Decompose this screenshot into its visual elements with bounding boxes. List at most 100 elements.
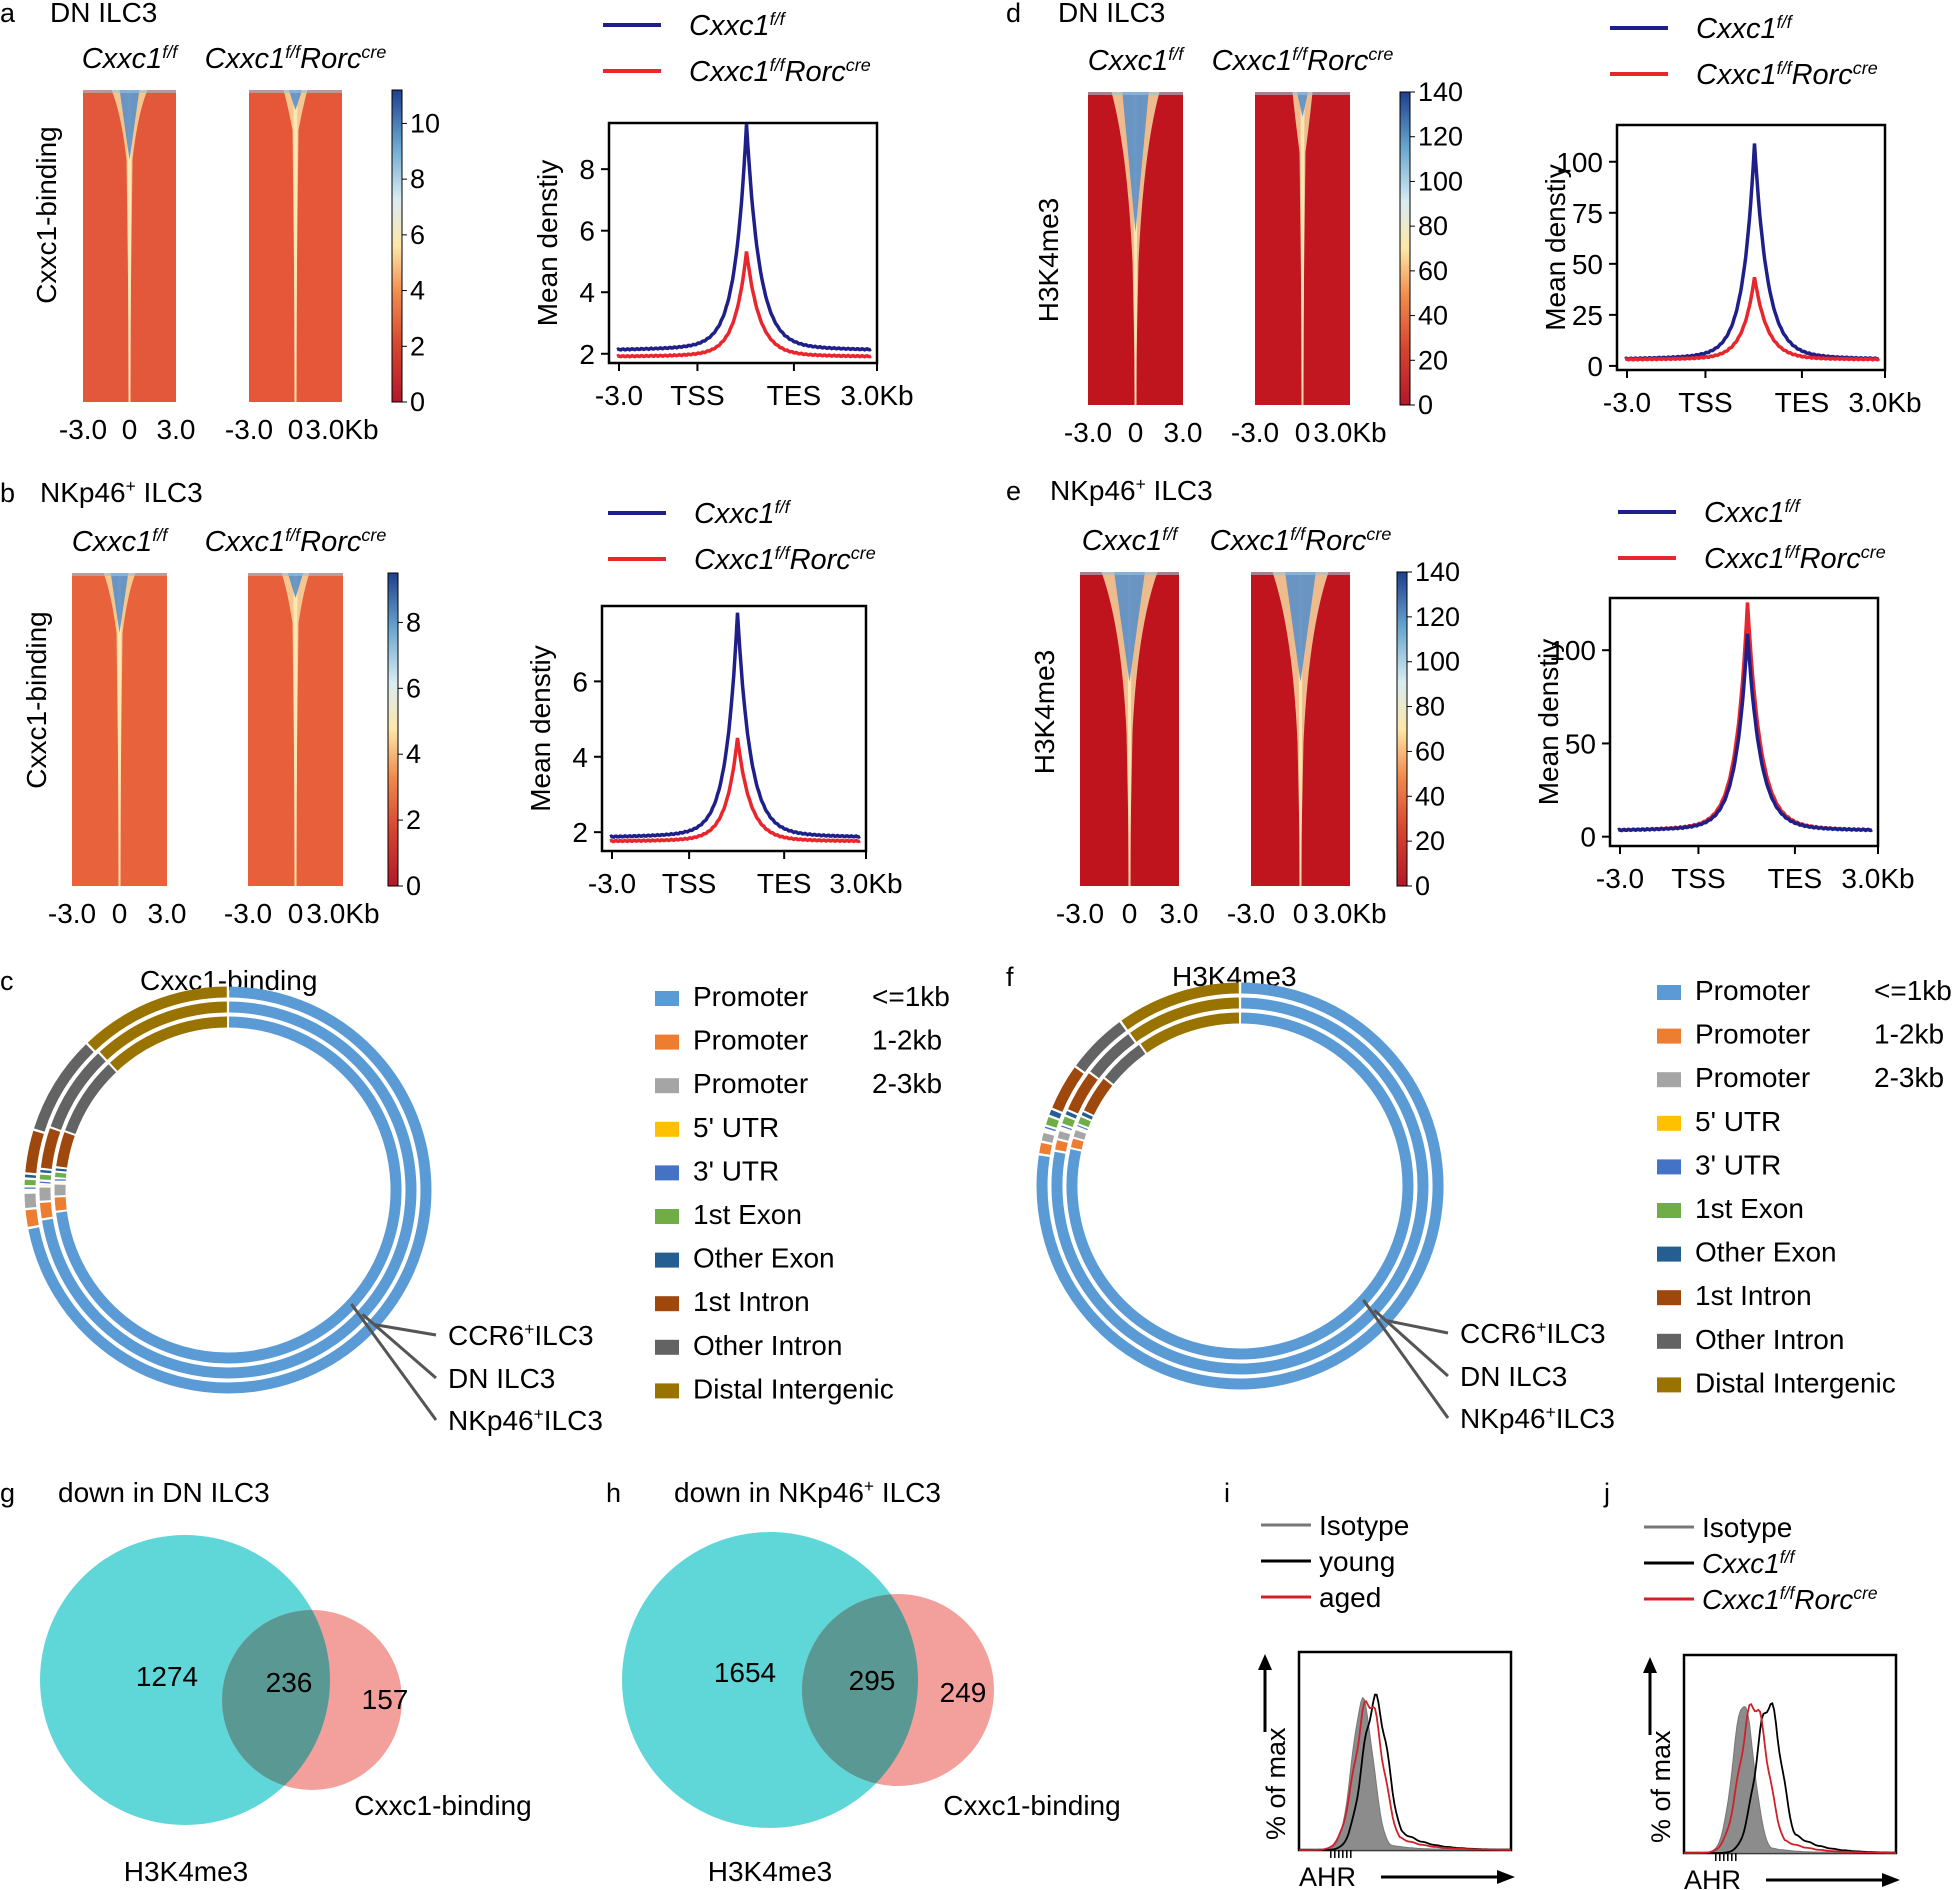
j-histogram-series-0 (1684, 1701, 1896, 1854)
a-heatmap-wt-core (127, 90, 132, 402)
j-histogram-xarrow-head (1882, 1873, 1900, 1887)
d-heatmap-xtick: 0 (1295, 417, 1311, 448)
d-heatmap-colorbar-tick-label: 120 (1418, 122, 1463, 152)
f-annotation-ring1-seg9 (1130, 997, 1239, 1042)
h-venn-left-value: 1654 (714, 1657, 776, 1688)
e-heatmap-xtick: -3.0 (1056, 898, 1104, 929)
e-heatmap-title-ko: Cxxc1f/fRorccre (1210, 524, 1392, 557)
b-heatmap-wt-top (72, 573, 167, 576)
e-heatmap-xtick: 0 (1293, 898, 1309, 929)
c-annotation-ring0-seg1 (25, 1209, 39, 1227)
f-legend-label-2: Promoter (1695, 1062, 1810, 1093)
j-histogram-frame (1682, 1653, 1898, 1855)
c-annotation-ring2-seg8 (65, 1064, 117, 1135)
a-heatmap-ko (249, 90, 342, 402)
d-profile-xtick-label: TSS (1678, 387, 1732, 418)
b-profile-legend-ko: Cxxc1f/fRorccre (694, 543, 876, 576)
d-heatmap-ko-blue (1297, 92, 1308, 117)
d-heatmap-title-ko: Cxxc1f/fRorccre (1212, 44, 1394, 77)
d-heatmap-colorbar-tick-label: 20 (1418, 345, 1448, 375)
a-profile-series-0 (616, 123, 872, 352)
panel-c-title: Cxxc1-binding (140, 965, 317, 996)
e-heatmap-colorbar-bar (1396, 571, 1408, 887)
d-profile-series-0 (1624, 143, 1880, 361)
c-legend-swatch-2 (655, 1078, 679, 1094)
e-heatmap-colorbar-tick-label: 40 (1415, 781, 1445, 811)
b-heatmap-ko-core (293, 573, 298, 886)
c-legend-extra-1: 1-2kb (872, 1025, 942, 1056)
c-legend-extra-0: <=1kb (872, 981, 950, 1012)
b-heatmap-colorbar-bar (387, 572, 399, 887)
c-legend-label-1: Promoter (693, 1025, 808, 1056)
b-profile-ytick-label: 4 (572, 742, 588, 773)
h-venn: 1654 295 249 H3K4me3 Cxxc1-binding (622, 1532, 1121, 1887)
d-profile-series-1 (1624, 277, 1880, 362)
c-annotation-ring0-seg0 (28, 986, 432, 1394)
d-profile-legend-wt: Cxxc1f/f (1696, 12, 1794, 45)
f-legend-extra-0: <=1kb (1874, 975, 1952, 1006)
e-heatmap-colorbar-tick-label: 140 (1415, 557, 1460, 587)
e-profile-series-1 (1617, 602, 1873, 833)
a-profile-ytick-label: 4 (579, 277, 595, 308)
i-histogram-xarrow-head (1497, 1870, 1515, 1884)
b-heatmap-wt-blue (110, 573, 129, 633)
f-annotation-ring1-seg1 (1055, 1140, 1068, 1152)
j-histogram-xlabel: AHR (1684, 1865, 1741, 1890)
e-heatmap-colorbar-tick-label: 100 (1415, 647, 1460, 677)
i-histogram-ylabel: % of max (1261, 1727, 1291, 1840)
b-profile-xtick-label: TSS (662, 868, 716, 899)
a-profile-ytick-label: 2 (579, 339, 595, 370)
f-annotation-ring1-seg7 (1067, 1073, 1098, 1114)
f-annotation-ring-label-0: CCR6+ILC3 (1460, 1317, 1606, 1349)
e-heatmap-colorbar-tick-label: 120 (1415, 602, 1460, 632)
d-heatmap-colorbar: 0 20 40 60 80 100 120 140 (1399, 77, 1463, 420)
a-profile-legend-ko: Cxxc1f/fRorccre (689, 55, 871, 88)
a-heatmap-colorbar-bar (391, 89, 403, 403)
f-annotation-ring0-seg7 (1052, 1067, 1084, 1112)
c-annotation-leader-1 (361, 1313, 437, 1380)
e-heatmap-wt (1080, 572, 1179, 886)
a-heatmap-xtick: 3.0Kb (305, 414, 378, 445)
b-profile-legend-wt: Cxxc1f/f (694, 497, 792, 530)
c-legend-label-5: 1st Exon (693, 1199, 802, 1230)
f-annotation-ring1-seg0 (1051, 997, 1429, 1375)
d-heatmap-colorbar-tick-label: 60 (1418, 256, 1448, 286)
panel-h-title: down in NKp46+ ILC3 (674, 1476, 941, 1508)
a-profile-ytick-label: 8 (579, 154, 595, 185)
c-legend-swatch-8 (655, 1339, 679, 1355)
f-annotation-ring0-seg6 (1049, 1109, 1062, 1119)
b-profile-ytick-label: 6 (572, 666, 588, 697)
b-heatmap-colorbar-tick-label: 2 (406, 805, 421, 835)
b-heatmap-ko-top (248, 573, 343, 576)
g-venn: 1274 236 157 H3K4me3 Cxxc1-binding (40, 1535, 532, 1887)
f-annotation-ring0-seg2 (1041, 1132, 1055, 1143)
f-annotation-ring1-seg8 (1090, 1034, 1135, 1079)
c-legend-swatch-0 (655, 991, 679, 1006)
i-histogram-series-1 (1299, 1699, 1511, 1851)
e-heatmap-wt-blue (1114, 572, 1145, 682)
f-annotation-ring-label-1: DN ILC3 (1460, 1361, 1567, 1392)
b-heatmap-xtick: 3.0Kb (306, 898, 379, 929)
e-profile-ytick-label: 100 (1549, 635, 1596, 666)
a-heatmap-wt-blue (119, 90, 140, 160)
c-annotation-ring-label-1: DN ILC3 (448, 1363, 555, 1394)
f-legend-swatch-0 (1657, 985, 1681, 1000)
e-heatmap-title-wt: Cxxc1f/f (1082, 524, 1180, 557)
e-heatmap-wt-top (1080, 572, 1179, 575)
f-legend-label-1: Promoter (1695, 1019, 1810, 1050)
f-legend-swatch-9 (1657, 1377, 1681, 1393)
d-profile-ylabel: Mean denstiy (1540, 164, 1571, 331)
d-heatmap-colorbar-tick-label: 40 (1418, 301, 1448, 331)
f-legend-label-0: Promoter (1695, 975, 1810, 1006)
c-annotation-ring0-seg2 (24, 1193, 37, 1209)
f-legend: Promoter <=1kb Promoter 1-2kb Promoter 2-3kb 5… (1657, 975, 1952, 1398)
b-heatmap-colorbar-tick-label: 0 (406, 871, 421, 901)
d-heatmap-colorbar-tick-label: 100 (1418, 166, 1463, 196)
b-heatmap-ko-blue (287, 573, 304, 598)
h-venn-set-right-label: Cxxc1-binding (943, 1790, 1120, 1821)
f-legend-swatch-8 (1657, 1333, 1681, 1349)
e-profile-legend-ko: Cxxc1f/fRorccre (1704, 542, 1886, 575)
f-annotation-ring2-seg6 (1081, 1112, 1093, 1120)
f-legend-label-8: Other Intron (1695, 1324, 1844, 1355)
a-profile-frame (607, 121, 879, 365)
